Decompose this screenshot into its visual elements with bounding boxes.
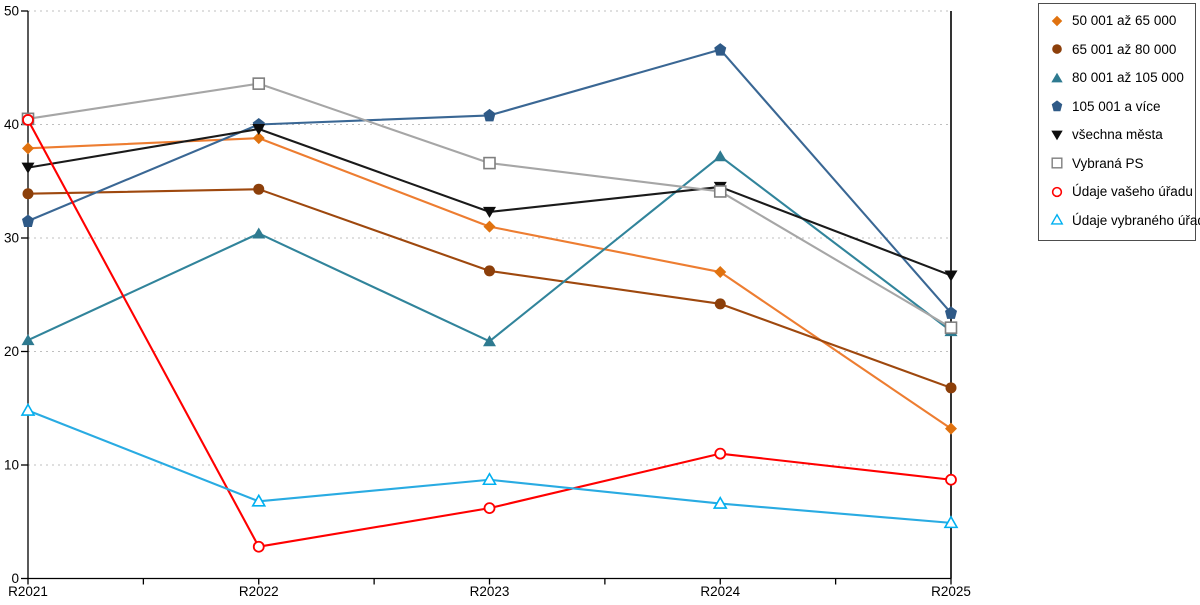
data-point-marker [20, 402, 36, 416]
data-point-marker [483, 156, 496, 170]
data-point-marker [1052, 44, 1062, 54]
data-point-marker [1050, 213, 1064, 226]
y-tick-label: 30 [4, 231, 19, 246]
legend-item-label: 80 001 až 105 000 [1072, 70, 1184, 86]
data-point-marker [714, 447, 727, 460]
series-7 [20, 402, 959, 529]
legend-item-label: Údaje vašeho úřadu [1072, 184, 1193, 200]
data-point-marker [1051, 130, 1063, 140]
data-point-marker [714, 266, 727, 279]
series-6 [22, 114, 957, 553]
data-point-marker [945, 382, 957, 394]
data-point-marker [252, 124, 266, 136]
series-4 [21, 124, 958, 282]
x-tick-label: R2023 [470, 584, 510, 599]
data-point-marker [251, 493, 267, 507]
square-open-icon [1051, 157, 1063, 169]
data-point-marker [482, 472, 497, 486]
data-point-marker [252, 227, 266, 239]
legend-item-label: 50 001 až 65 000 [1072, 13, 1177, 28]
data-point-marker [712, 495, 728, 509]
legend-item-series-3[interactable]: 105 001 a více [1050, 99, 1191, 114]
legend-item-series-4[interactable]: všechna města [1050, 127, 1191, 142]
data-point-marker [714, 298, 726, 310]
triangle-open-icon [1050, 213, 1064, 226]
y-tick-label: 40 [4, 117, 19, 132]
gridlines [28, 10, 951, 466]
data-point-marker [483, 206, 496, 218]
legend-item-series-5[interactable]: Vybraná PS [1050, 156, 1191, 171]
data-point-marker [22, 142, 34, 155]
data-point-marker [252, 132, 265, 145]
data-point-marker [483, 108, 496, 122]
data-point-marker [713, 150, 727, 162]
data-point-marker [483, 220, 496, 233]
series-5 [21, 77, 958, 334]
data-point-marker [21, 162, 35, 174]
data-point-marker [1051, 186, 1063, 198]
y-tick-label: 20 [4, 344, 19, 359]
data-point-marker [252, 540, 265, 553]
data-point-marker [483, 335, 496, 347]
x-tick-label: R2021 [8, 584, 48, 599]
data-point-marker [22, 214, 34, 227]
circle-open-icon [1051, 186, 1063, 198]
data-point-marker [944, 270, 958, 282]
y-tick-label: 50 [4, 4, 19, 19]
legend-item-label: Vybraná PS [1072, 155, 1144, 171]
legend-item-series-2[interactable]: 80 001 až 105 000 [1050, 70, 1191, 85]
data-point-marker [22, 188, 34, 200]
series-0 [22, 132, 957, 435]
data-point-marker [252, 77, 266, 90]
data-point-marker [943, 515, 959, 529]
series-line [27, 137, 952, 430]
data-point-marker [713, 185, 727, 198]
legend-item-label: 105 001 a více [1072, 98, 1161, 114]
legend-item-label: 65 001 až 80 000 [1072, 41, 1177, 57]
y-tick-label: 0 [11, 571, 19, 586]
x-tick-label: R2022 [239, 584, 279, 599]
series-line [27, 188, 952, 389]
data-point-marker [253, 183, 265, 195]
data-point-marker [1051, 157, 1063, 169]
data-point-marker [714, 43, 727, 56]
data-point-marker [1051, 100, 1063, 112]
chart-legend: 50 001 až 65 000 65 001 až 80 000 80 001 a… [1038, 3, 1200, 241]
legend-item-series-1[interactable]: 65 001 až 80 000 [1050, 42, 1191, 57]
pentagon-icon [1051, 100, 1063, 112]
legend-item-series-0[interactable]: 50 001 až 65 000 [1050, 13, 1191, 28]
legend-item-series-7[interactable]: Údaje vybraného úřadu [1050, 213, 1200, 228]
series-line [27, 155, 952, 343]
circle-icon [1052, 44, 1062, 54]
diamond-icon [1051, 15, 1063, 26]
data-point-marker [483, 502, 496, 515]
data-point-marker [945, 422, 957, 435]
data-point-marker [945, 473, 957, 486]
data-point-marker [945, 306, 957, 319]
data-point-marker [484, 265, 495, 277]
data-point-marker [944, 321, 958, 334]
legend-item-series-6[interactable]: Údaje vašeho úřadu [1050, 184, 1193, 200]
data-point-marker [21, 334, 35, 346]
series-1 [22, 183, 957, 394]
x-tick-label: R2024 [700, 584, 740, 599]
legend-item-label: všechna města [1072, 127, 1163, 143]
data-point-marker [22, 114, 34, 126]
series-3 [22, 43, 957, 319]
data-point-marker [1051, 72, 1063, 82]
x-tick-label: R2025 [931, 584, 971, 599]
y-tick-label: 10 [4, 458, 19, 473]
legend-item-label: Údaje vybraného úřadu [1072, 212, 1200, 228]
series-line [27, 127, 952, 277]
triangle-up-icon [1051, 72, 1063, 82]
triangle-down-icon [1051, 130, 1063, 140]
data-point-marker [1051, 15, 1063, 26]
